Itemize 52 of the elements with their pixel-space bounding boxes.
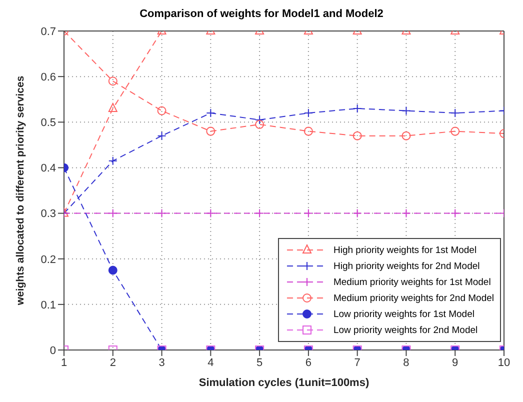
x-tick-label: 2 xyxy=(110,356,116,369)
point xyxy=(108,156,118,166)
y-tick-label: 0 xyxy=(50,344,56,357)
point xyxy=(352,131,362,140)
point xyxy=(157,208,166,218)
y-tick-label: 0.3 xyxy=(40,208,56,220)
point xyxy=(450,108,460,118)
point xyxy=(206,108,216,118)
y-tick-label: 0.1 xyxy=(40,299,56,312)
x-tick-label: 5 xyxy=(256,356,263,369)
point xyxy=(206,126,216,136)
point xyxy=(352,208,362,218)
y-tick-label: 0.2 xyxy=(40,254,56,266)
x-axis-title: Simulation cycles (1unit=100ms) xyxy=(198,377,370,389)
legend-label: Medium priority weights for 1st Model xyxy=(333,276,491,288)
point xyxy=(304,126,313,136)
legend-label: High priority weights for 2nd Model xyxy=(333,260,480,272)
x-tick-label: 1 xyxy=(60,356,68,369)
point xyxy=(402,208,411,218)
point xyxy=(108,266,118,275)
x-tick-label: 3 xyxy=(158,356,165,369)
x-tick-label: 9 xyxy=(452,356,458,369)
point xyxy=(402,131,411,140)
legend-label: Low priority weights for 1st Model xyxy=(333,308,474,320)
x-tick-label: 7 xyxy=(354,356,360,369)
legend-label: Low priority weights for 2nd Model xyxy=(333,324,478,336)
point xyxy=(255,115,264,124)
point xyxy=(206,208,216,218)
y-tick-label: 0.5 xyxy=(40,117,56,130)
point xyxy=(304,108,313,118)
x-tick-label: 8 xyxy=(403,356,410,369)
chart-title: Comparison of weights for Model1 and Model2 xyxy=(138,8,384,22)
point xyxy=(255,208,264,218)
y-tick-label: 0.4 xyxy=(40,162,56,175)
x-tick-label: 4 xyxy=(208,356,214,369)
y-tick-label: 0.6 xyxy=(40,71,56,84)
point xyxy=(450,126,460,136)
point xyxy=(108,76,118,86)
point xyxy=(450,208,460,218)
point xyxy=(157,131,166,140)
y-axis-title: weights allocated to different priority services xyxy=(14,76,27,306)
point xyxy=(255,120,264,129)
legend-label: Medium priority weights for 2nd Model xyxy=(333,292,494,304)
point xyxy=(304,208,313,218)
point xyxy=(402,106,411,116)
point xyxy=(157,106,166,116)
x-tick-label: 10 xyxy=(498,356,510,369)
x-tick-label: 6 xyxy=(305,356,312,369)
legend-label: High priority weights for 1st Model xyxy=(333,244,477,256)
y-tick-label: 0.7 xyxy=(40,26,56,38)
point xyxy=(108,208,118,218)
point xyxy=(352,104,362,113)
